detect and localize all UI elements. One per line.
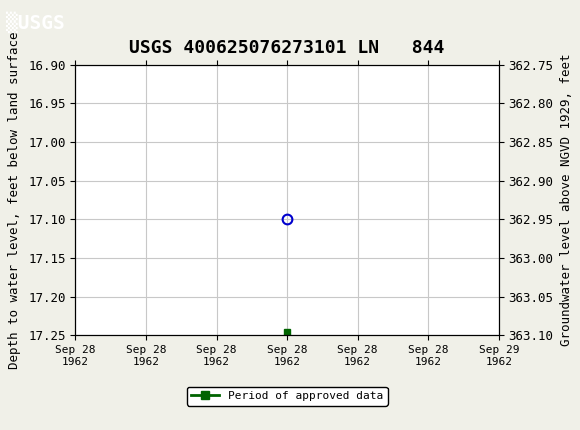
Y-axis label: Groundwater level above NGVD 1929, feet: Groundwater level above NGVD 1929, feet [560, 54, 574, 346]
Y-axis label: Depth to water level, feet below land surface: Depth to water level, feet below land su… [8, 31, 21, 369]
Text: ▒USGS: ▒USGS [6, 12, 64, 34]
Legend: Period of approved data: Period of approved data [187, 387, 387, 405]
Title: USGS 400625076273101 LN   844: USGS 400625076273101 LN 844 [129, 40, 445, 57]
